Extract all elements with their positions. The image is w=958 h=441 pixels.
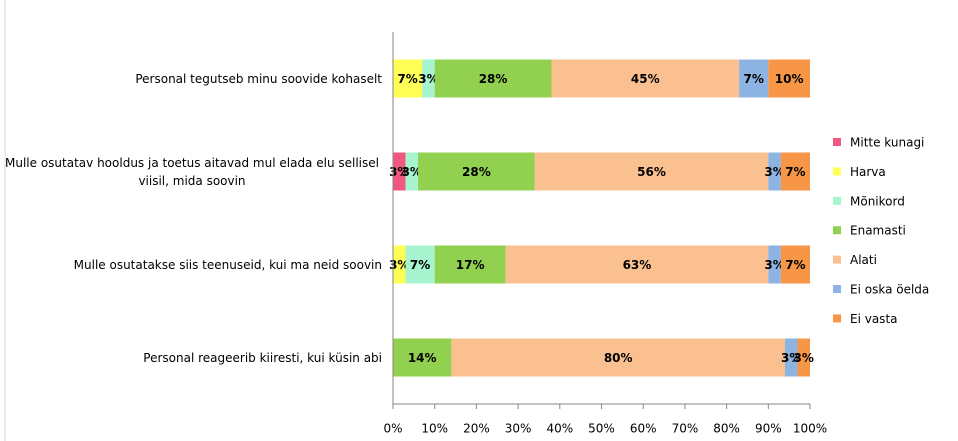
data-label: 7%	[785, 165, 805, 179]
x-tick-label: 100%	[793, 422, 827, 436]
bar-segment	[505, 245, 769, 284]
legend-label: Enamasti	[850, 224, 906, 238]
bar-segment	[534, 152, 769, 191]
data-label: 3%	[764, 165, 784, 179]
x-tick-label: 10%	[421, 422, 448, 436]
x-tick-label: 0%	[383, 422, 402, 436]
y-tick-label: Mulle osutatav hooldus ja toetus aitavad…	[0, 154, 382, 190]
data-label: 7%	[397, 72, 417, 86]
bar-segment	[393, 245, 406, 284]
x-tick-label: 90%	[755, 422, 782, 436]
y-tick-label: Personal reageerib kiiresti, kui küsin a…	[0, 349, 382, 367]
x-tick-label: 40%	[546, 422, 573, 436]
bar-segment	[434, 59, 552, 98]
data-label: 28%	[462, 165, 491, 179]
legend-label: Ei vasta	[850, 312, 898, 326]
y-tick-label: Personal tegutseb minu soovide kohaselt	[0, 70, 382, 88]
data-label: 3%	[418, 72, 438, 86]
data-label: 17%	[456, 258, 485, 272]
bar-segment	[797, 338, 810, 377]
data-label: 7%	[785, 258, 805, 272]
data-label: 3%	[389, 165, 409, 179]
bar-segment	[434, 245, 506, 284]
y-tick-text: Mulle osutatav hooldus ja toetus aitavad…	[5, 155, 379, 188]
bar-segment	[780, 245, 810, 284]
bar-segment	[405, 152, 419, 191]
data-label: 3%	[781, 351, 801, 365]
bar-segment	[780, 152, 810, 191]
legend-label: Harva	[850, 165, 886, 179]
legend-swatch	[833, 138, 841, 146]
x-tick-label: 80%	[713, 422, 740, 436]
x-tick-label: 30%	[505, 422, 532, 436]
bar-segment	[405, 245, 435, 284]
y-tick-text: Personal reageerib kiiresti, kui küsin a…	[143, 350, 382, 365]
bar-segment	[768, 59, 810, 98]
data-label: 3%	[794, 351, 814, 365]
legend-swatch	[833, 285, 841, 293]
y-tick-text: Personal tegutseb minu soovide kohaselt	[135, 71, 382, 86]
bar-segment	[784, 338, 798, 377]
x-tick-label: 60%	[630, 422, 657, 436]
bar-segment	[739, 59, 769, 98]
legend-swatch	[833, 314, 841, 323]
legend-swatch	[833, 226, 841, 235]
data-label: 7%	[744, 72, 764, 86]
legend-label: Mõnikord	[850, 194, 905, 208]
data-label: 14%	[408, 351, 437, 365]
legend-swatch	[833, 167, 841, 176]
x-tick-label: 70%	[672, 422, 699, 436]
legend-label: Ei oska öelda	[850, 283, 929, 297]
legend-swatch	[833, 196, 841, 205]
legend-label: Alati	[850, 253, 877, 267]
data-label: 63%	[623, 258, 652, 272]
x-tick-label: 20%	[463, 422, 490, 436]
bar-segment	[393, 338, 452, 377]
data-label: 7%	[410, 258, 430, 272]
x-tick-label: 50%	[588, 422, 615, 436]
y-tick-label: Mulle osutatakse siis teenuseid, kui ma …	[0, 256, 382, 274]
bar-segment	[551, 59, 740, 98]
data-label: 3%	[764, 258, 784, 272]
bar-segment	[393, 152, 406, 191]
data-label: 80%	[604, 351, 633, 365]
bar-segment	[418, 152, 535, 191]
bar-segment	[393, 59, 423, 98]
legend-label: Mitte kunagi	[850, 136, 924, 150]
bar-segment	[422, 59, 435, 98]
data-label: 10%	[775, 72, 804, 86]
data-label: 45%	[631, 72, 660, 86]
data-label: 28%	[479, 72, 508, 86]
data-label: 3%	[402, 165, 422, 179]
bar-segment	[768, 245, 781, 284]
data-label: 56%	[637, 165, 666, 179]
bar-segment	[451, 338, 785, 377]
data-label: 3%	[389, 258, 409, 272]
legend-swatch	[833, 255, 841, 264]
y-tick-text: Mulle osutatakse siis teenuseid, kui ma …	[73, 257, 382, 272]
bar-segment	[768, 152, 781, 191]
